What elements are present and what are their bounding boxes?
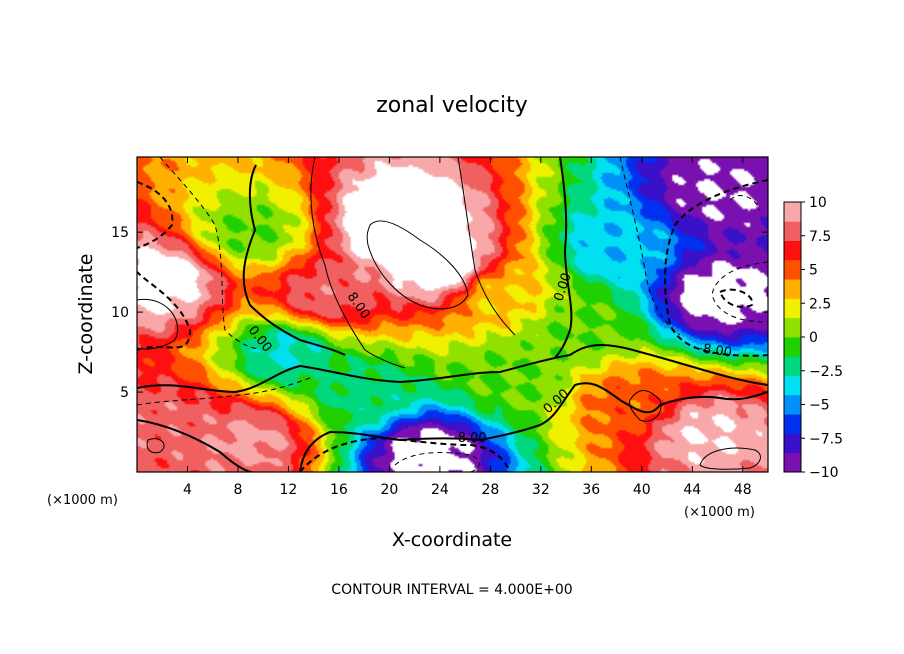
contour-line — [242, 164, 346, 356]
contour-line — [299, 382, 768, 472]
contour-line — [137, 377, 311, 406]
contour-lines — [137, 157, 768, 472]
colorbar-segment — [784, 240, 801, 261]
colorbar-tick-label: 10 — [809, 195, 827, 211]
colorbar-segment — [784, 279, 801, 299]
x-tick-label: 8 — [233, 482, 242, 498]
x-tick-label: 32 — [532, 482, 550, 498]
velocity-field — [137, 157, 768, 472]
x-tick-label: 28 — [481, 482, 499, 498]
colorbar-segment — [784, 433, 801, 454]
x-tick-label: 4 — [183, 482, 192, 498]
y-axis: 5 10 15 — [111, 225, 768, 401]
x-axis: 4 8 12 16 20 24 28 32 36 40 44 48 — [183, 157, 752, 498]
colorbar-segment — [784, 202, 801, 222]
colorbar-tick-label: −7.5 — [809, 431, 843, 447]
chart-title: zonal velocity — [376, 93, 528, 118]
y-tick-label: 15 — [111, 225, 129, 241]
contour-line — [310, 157, 406, 369]
contour-line — [699, 447, 761, 470]
contour-label: -8.00 — [697, 341, 732, 361]
y-tick-label: 5 — [120, 385, 129, 401]
x-axis-unit-right: (×1000 m) — [684, 505, 755, 520]
x-tick-label: 24 — [431, 482, 449, 498]
x-tick-label: 44 — [683, 482, 701, 498]
colorbar-tick-label: −2.5 — [809, 364, 843, 380]
x-tick-label: 36 — [582, 482, 600, 498]
contour-line — [137, 181, 174, 249]
colorbar-segment — [784, 375, 801, 396]
colorbar-segment — [784, 298, 801, 319]
contour-line — [137, 419, 253, 472]
contour-line — [137, 271, 192, 351]
x-tick-label: 48 — [734, 482, 752, 498]
colorbar-segment — [784, 259, 801, 280]
colorbar-segment — [784, 394, 801, 415]
contour-interval-note: CONTOUR INTERVAL = 4.000E+00 — [331, 582, 572, 598]
x-tick-label: 12 — [280, 482, 298, 498]
colorbar-tick-label: 2.5 — [809, 296, 831, 312]
contour-line — [629, 390, 662, 422]
colorbar-segment — [784, 317, 801, 338]
contour-line — [729, 195, 761, 211]
colorbar-segment — [784, 452, 801, 473]
colorbar: 10 7.5 5 2.5 0 −2.5 −5 −7.5 −10 — [783, 195, 843, 481]
colorbar-tick-label: 0 — [809, 330, 818, 346]
x-axis-unit-left: (×1000 m) — [47, 493, 118, 508]
contour-line — [137, 298, 179, 350]
contour-line — [718, 288, 754, 308]
contour-line — [457, 157, 516, 336]
contour-line — [554, 157, 573, 359]
contour-line — [159, 157, 261, 349]
contour-line — [146, 438, 165, 454]
contour-line — [299, 436, 511, 472]
colorbar-tick-label: 5 — [809, 263, 818, 279]
x-tick-label: 40 — [633, 482, 651, 498]
colorbar-segment — [784, 221, 801, 241]
contour-line — [366, 220, 469, 310]
colorbar-segment — [784, 414, 801, 434]
colorbar-tick-label: −5 — [809, 398, 830, 414]
x-tick-label: 20 — [380, 482, 398, 498]
colorbar-tick-label: −10 — [809, 465, 839, 481]
x-tick-label: 16 — [330, 482, 348, 498]
plot-frame — [136, 156, 769, 473]
colorbar-segment — [784, 337, 801, 357]
contour-label: -8.00 — [453, 431, 487, 446]
plot-area: 0.00 8.00 0.00 -8.00 0.00 -8.00 — [137, 157, 768, 472]
contour-line — [137, 344, 768, 394]
y-tick-label: 10 — [111, 305, 129, 321]
y-axis-title: Z-coordinate — [75, 254, 97, 375]
x-axis-title: X-coordinate — [392, 529, 512, 551]
contour-line — [664, 179, 768, 357]
colorbar-segment — [784, 356, 801, 376]
colorbar-tick-label: 7.5 — [809, 229, 831, 245]
